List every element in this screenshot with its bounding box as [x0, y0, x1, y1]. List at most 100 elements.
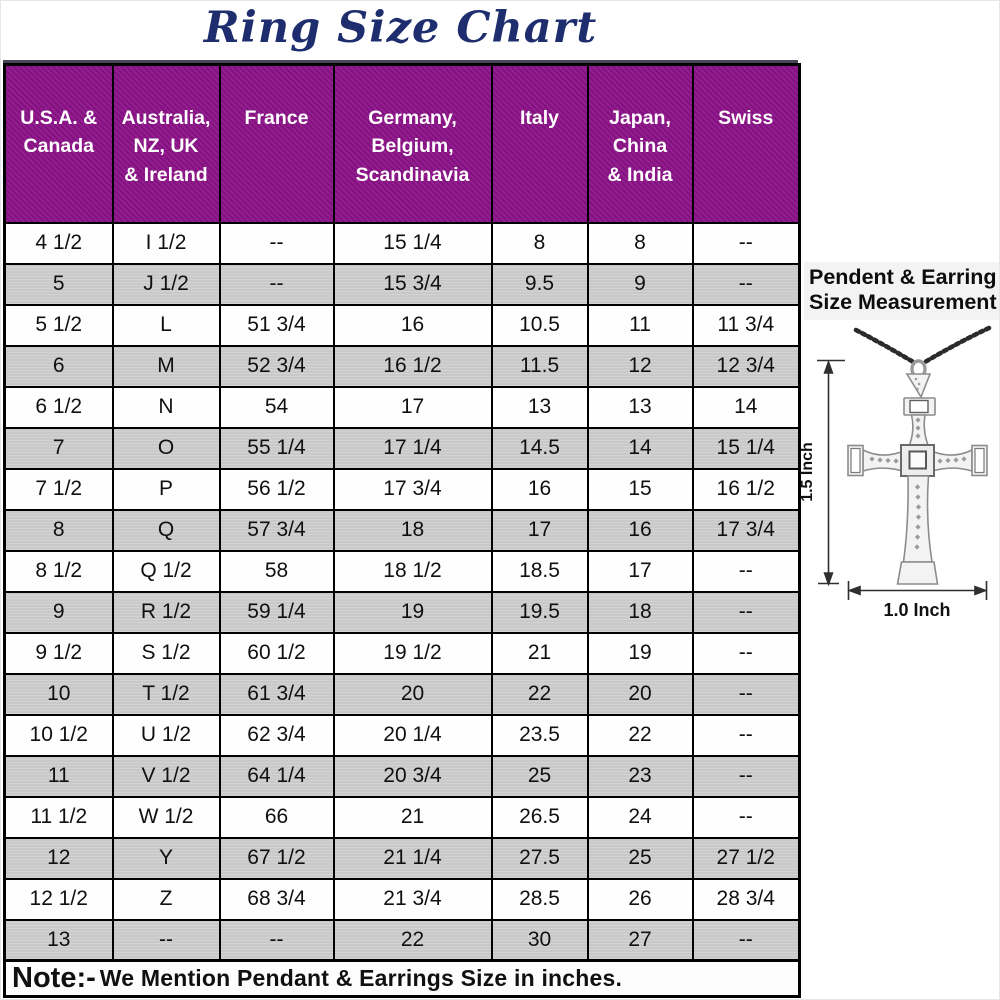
- size-cell: 60 1/2: [218, 631, 335, 675]
- size-cell: 17: [332, 385, 493, 429]
- column-header: Swiss: [691, 63, 801, 224]
- table-row: 11 1/2 W 1/2 66 21 26.5 24 --: [3, 795, 801, 839]
- size-cell: 11 3/4: [691, 303, 801, 347]
- size-cell: L: [111, 303, 221, 347]
- pendant-measurement-figure: 1.5 Inch 1.0 Inch: [801, 325, 992, 620]
- size-cell: J 1/2: [111, 262, 221, 306]
- size-cell: 52 3/4: [218, 344, 335, 388]
- size-cell: 18 1/2: [332, 549, 493, 593]
- size-cell: 19.5: [490, 590, 589, 634]
- size-cell: 16: [332, 303, 493, 347]
- size-cell: Q 1/2: [111, 549, 221, 593]
- table-row: 13 -- -- 22 30 27 --: [3, 918, 801, 962]
- size-cell: --: [218, 918, 335, 962]
- size-cell: 14: [691, 385, 801, 429]
- size-cell: 9: [586, 262, 694, 306]
- size-cell: 18: [332, 508, 493, 552]
- size-cell: 8: [586, 221, 694, 265]
- note-row: Note:- We Mention Pendant & Earrings Size…: [3, 959, 801, 998]
- size-cell: 12: [586, 344, 694, 388]
- size-cell: 28 3/4: [691, 877, 801, 921]
- size-cell: --: [691, 590, 801, 634]
- size-cell: 19 1/2: [332, 631, 493, 675]
- size-cell: 18.5: [490, 549, 589, 593]
- size-cell: --: [691, 549, 801, 593]
- size-cell: 9 1/2: [3, 631, 114, 675]
- ring-size-table: U.S.A. & Canada Australia, NZ, UK & Irela…: [3, 63, 801, 998]
- size-cell: 21: [332, 795, 493, 839]
- size-cell: --: [691, 221, 801, 265]
- size-cell: N: [111, 385, 221, 429]
- column-header: Italy: [490, 63, 589, 224]
- size-cell: 5: [3, 262, 114, 306]
- size-cell: 7: [3, 426, 114, 470]
- size-cell: 13: [586, 385, 694, 429]
- size-cell: 23.5: [490, 713, 589, 757]
- size-cell: 25: [490, 754, 589, 798]
- table-row: 10 1/2 U 1/2 62 3/4 20 1/4 23.5 22 --: [3, 713, 801, 757]
- size-cell: 10 1/2: [3, 713, 114, 757]
- table-row: 9 1/2 S 1/2 60 1/2 19 1/2 21 19 --: [3, 631, 801, 675]
- size-cell: 64 1/4: [218, 754, 335, 798]
- size-cell: 12: [3, 836, 114, 880]
- size-cell: I 1/2: [111, 221, 221, 265]
- column-header: Germany, Belgium, Scandinavia: [332, 63, 493, 224]
- size-cell: Y: [111, 836, 221, 880]
- size-cell: 15 1/4: [332, 221, 493, 265]
- size-cell: P: [111, 467, 221, 511]
- size-cell: --: [691, 795, 801, 839]
- size-cell: 59 1/4: [218, 590, 335, 634]
- table-row: 4 1/2 I 1/2 -- 15 1/4 8 8 --: [3, 221, 801, 265]
- size-cell: 10.5: [490, 303, 589, 347]
- size-cell: 9.5: [490, 262, 589, 306]
- size-cell: 11: [3, 754, 114, 798]
- size-cell: 23: [586, 754, 694, 798]
- table-row: 8 1/2 Q 1/2 58 18 1/2 18.5 17 --: [3, 549, 801, 593]
- table-row: 6 1/2 N 54 17 13 13 14: [3, 385, 801, 429]
- height-dimension-arrow: 1.5 Inch: [801, 359, 845, 587]
- size-cell: S 1/2: [111, 631, 221, 675]
- size-cell: 68 3/4: [218, 877, 335, 921]
- size-cell: 26.5: [490, 795, 589, 839]
- size-cell: 54: [218, 385, 335, 429]
- size-cell: 67 1/2: [218, 836, 335, 880]
- size-cell: 8: [3, 508, 114, 552]
- size-cell: 15: [586, 467, 694, 511]
- size-cell: 26: [586, 877, 694, 921]
- size-cell: 13: [490, 385, 589, 429]
- size-cell: O: [111, 426, 221, 470]
- size-cell: 58: [218, 549, 335, 593]
- size-cell: 14.5: [490, 426, 589, 470]
- size-cell: 5 1/2: [3, 303, 114, 347]
- column-header: Japan, China & India: [586, 63, 694, 224]
- size-cell: 11.5: [490, 344, 589, 388]
- size-cell: 10: [3, 672, 114, 716]
- size-cell: --: [111, 918, 221, 962]
- size-cell: --: [691, 918, 801, 962]
- size-cell: 21: [490, 631, 589, 675]
- size-cell: 27: [586, 918, 694, 962]
- size-cell: 22: [586, 713, 694, 757]
- table-row: 12 1/2 Z 68 3/4 21 3/4 28.5 26 28 3/4: [3, 877, 801, 921]
- size-cell: 51 3/4: [218, 303, 335, 347]
- size-cell: 27 1/2: [691, 836, 801, 880]
- table-row: 7 1/2 P 56 1/2 17 3/4 16 15 16 1/2: [3, 467, 801, 511]
- panel-heading-line1: Pendent & Earring: [809, 265, 997, 289]
- size-cell: 57 3/4: [218, 508, 335, 552]
- size-cell: 17 1/4: [332, 426, 493, 470]
- page-title: Ring Size Chart: [203, 3, 598, 53]
- size-cell: 16: [586, 508, 694, 552]
- size-cell: --: [691, 262, 801, 306]
- size-cell: 17 3/4: [691, 508, 801, 552]
- size-cell: 27.5: [490, 836, 589, 880]
- size-cell: 17: [490, 508, 589, 552]
- size-cell: 6 1/2: [3, 385, 114, 429]
- size-cell: 25: [586, 836, 694, 880]
- size-cell: 13: [3, 918, 114, 962]
- size-cell: 16 1/2: [332, 344, 493, 388]
- size-cell: T 1/2: [111, 672, 221, 716]
- height-label: 1.5 Inch: [801, 442, 816, 502]
